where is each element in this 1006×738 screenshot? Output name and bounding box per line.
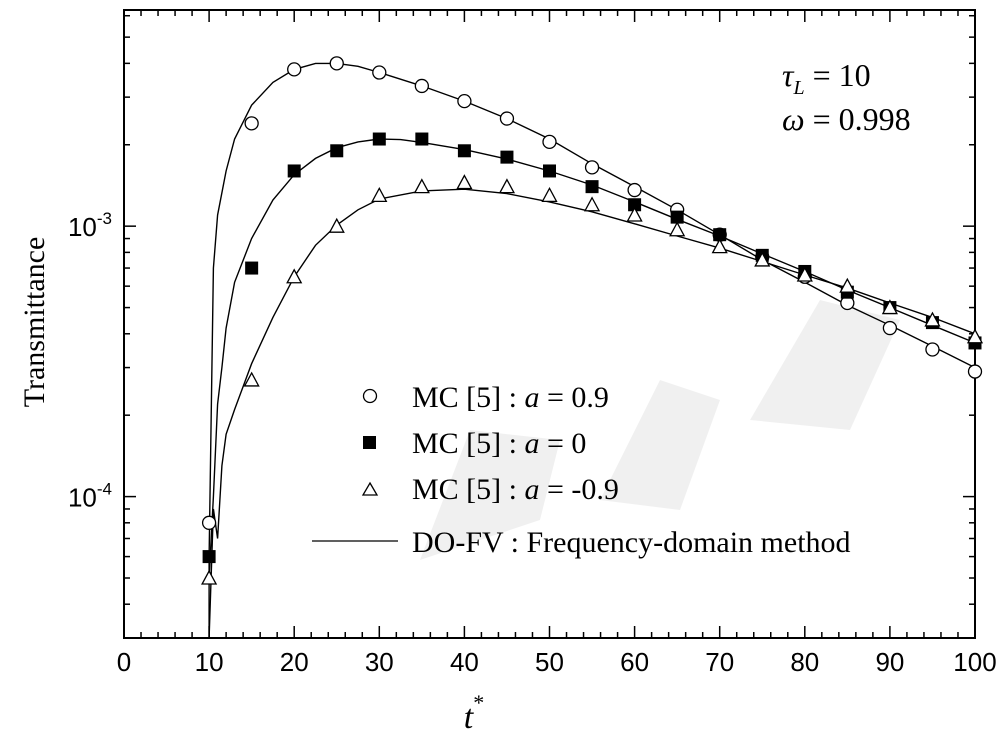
marker-circle [627,182,642,198]
legend-marker-circle [362,388,378,404]
marker-triangle [541,186,558,203]
x-axis-label-sup: * [473,690,484,715]
x-tick-label: 30 [365,647,394,677]
marker-circle [882,320,898,336]
watermark [420,300,900,560]
marker-triangle [839,277,856,293]
marker-circle [244,116,259,131]
marker-triangle [924,311,941,327]
marker-square [330,144,344,158]
marker-triangle [583,196,601,212]
y-tick-label: 10-4 [68,480,112,513]
x-axis-label-var: t [464,699,475,736]
marker-triangle [371,186,388,203]
x-tick-label: 0 [117,647,131,677]
marker-triangle [626,206,643,222]
marker-square [245,261,259,275]
marker-square [287,164,301,178]
x-tick-label: 90 [875,647,904,677]
legend: MC [5] : a = 0.9 MC [5] : a = 0 MC [5] :… [312,381,851,559]
legend-label-a09: MC [5] : a = 0.9 [412,381,609,414]
x-tick-label: 40 [450,647,479,677]
marker-triangle [796,266,813,282]
marker-circle [287,62,302,77]
marker-square [372,132,386,146]
legend-marker-triangle [361,481,379,496]
x-tick-label: 50 [535,647,564,677]
omega-annotation: ω = 0.998 [782,101,911,137]
tau-annotation: τL = 10 [782,57,871,99]
marker-square [500,150,514,164]
marker-triangle [881,299,898,315]
marker-circle [584,160,600,175]
y-tick-label-base: 10 [68,483,97,513]
marker-circle [372,65,387,80]
y-tick-label-exponent: -4 [97,480,112,499]
marker-circle [499,111,515,126]
legend-label-a-09: MC [5] : a = -0.9 [412,473,619,506]
y-axis-label: Transmittance [18,237,51,408]
legend-label-dofv: DO-FV : Frequency-domain method [412,526,851,559]
x-tick-label: 70 [705,647,734,677]
marker-circle [329,56,344,71]
marker-triangle [413,178,430,194]
y-tick-label-base: 10 [68,212,97,242]
dofv-curve-1 [208,138,976,579]
marker-triangle [243,371,260,387]
x-tick-label: 100 [953,647,996,677]
marker-square [628,198,642,212]
x-tick-label: 80 [790,647,819,677]
marker-square [585,180,599,194]
marker-triangle [669,221,686,237]
marker-square [202,550,216,564]
marker-square [543,164,556,178]
x-tick-label: 60 [620,647,649,677]
marker-triangle [966,328,984,344]
marker-triangle [328,217,345,233]
marker-square [670,210,684,224]
marker-square [713,228,727,242]
x-tick-label: 20 [280,647,309,677]
parameter-annotation: τL = 10 ω = 0.998 [782,57,911,137]
marker-square [415,132,429,146]
marker-triangle [286,268,303,284]
marker-circle [967,364,983,379]
marker-circle [925,342,940,357]
dofv-curve-0 [208,62,976,557]
x-axis-label: t* [464,690,484,736]
marker-triangle [201,569,218,585]
marker-square [457,144,471,158]
marker-triangle [456,174,473,190]
marker-circle [414,78,430,94]
legend-label-a0: MC [5] : a = 0 [412,427,586,460]
marker-triangle [754,251,771,267]
y-tick-label: 10-3 [68,209,112,242]
marker-circle [542,134,557,150]
marker-circle [457,93,472,109]
legend-marker-square [363,436,376,449]
x-tick-label: 10 [195,647,224,677]
y-tick-label-exponent: -3 [97,209,112,228]
marker-circle [201,515,217,530]
marker-triangle [711,238,728,254]
marker-triangle [498,178,516,194]
